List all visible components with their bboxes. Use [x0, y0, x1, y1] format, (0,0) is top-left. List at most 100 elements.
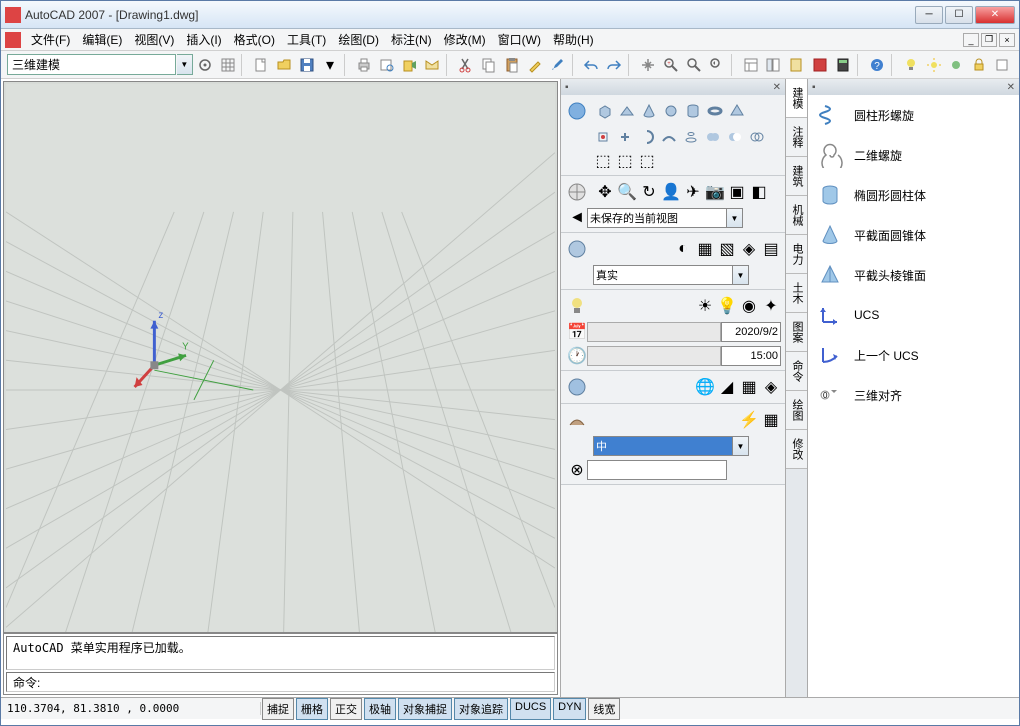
date-input[interactable] — [721, 322, 781, 342]
save-icon[interactable] — [296, 54, 318, 76]
menu-item[interactable]: 绘图(D) — [332, 29, 385, 50]
vtab-4[interactable]: 电力 — [786, 235, 807, 274]
calc-icon[interactable] — [832, 54, 854, 76]
menu-item[interactable]: 文件(F) — [25, 29, 76, 50]
vtab-9[interactable]: 修改 — [786, 430, 807, 469]
zoom-realtime-icon[interactable]: + — [660, 54, 682, 76]
mdi-restore[interactable]: ❐ — [981, 33, 997, 47]
workspace-select[interactable] — [7, 54, 176, 75]
nav-back-icon[interactable]: ◄ — [567, 208, 587, 228]
dashboard-close-icon[interactable]: ✕ — [773, 82, 781, 93]
mat-icon1[interactable]: 🌐 — [695, 377, 715, 397]
palette-item-ucs[interactable]: UCS — [808, 295, 1019, 335]
palette-item-helix[interactable]: 圆柱形螺旋 — [808, 95, 1019, 135]
loft-icon[interactable] — [681, 127, 701, 147]
cone-icon[interactable] — [639, 101, 659, 121]
cylinder-icon[interactable] — [683, 101, 703, 121]
zoom-window-icon[interactable] — [683, 54, 705, 76]
open-icon[interactable] — [273, 54, 295, 76]
render-icon2[interactable]: ▦ — [761, 410, 781, 430]
light-icon3[interactable]: ◉ — [739, 296, 759, 316]
vs-icon4[interactable]: ◈ — [739, 239, 759, 259]
layer-color-icon[interactable] — [991, 54, 1013, 76]
redo-icon[interactable] — [603, 54, 625, 76]
vtab-5[interactable]: 土木 — [786, 274, 807, 313]
solid-edit3-icon[interactable]: ⬚ — [637, 151, 657, 171]
light-icon4[interactable]: ✦ — [761, 296, 781, 316]
layer-bulb-icon[interactable] — [900, 54, 922, 76]
maximize-button[interactable]: ☐ — [945, 6, 973, 24]
design-center-icon[interactable] — [762, 54, 784, 76]
extrude-icon[interactable] — [593, 127, 613, 147]
undo-icon[interactable] — [581, 54, 603, 76]
workspace-settings-icon[interactable] — [194, 54, 216, 76]
save-dropdown-icon[interactable]: ▾ — [319, 54, 341, 76]
zoom-previous-icon[interactable] — [706, 54, 728, 76]
presspull-icon[interactable] — [615, 127, 635, 147]
vs-icon2[interactable]: ▦ — [695, 239, 715, 259]
palette-item-cylinder[interactable]: 椭圆形圆柱体 — [808, 175, 1019, 215]
copy-icon[interactable] — [478, 54, 500, 76]
command-line[interactable]: 命令: — [6, 672, 555, 692]
status-DUCS[interactable]: DUCS — [510, 698, 551, 720]
layer-freeze-icon[interactable] — [945, 54, 967, 76]
sphere-icon[interactable] — [661, 101, 681, 121]
box-icon[interactable] — [595, 101, 615, 121]
visual-style-arrow[interactable]: ▼ — [733, 265, 749, 285]
status-捕捉[interactable]: 捕捉 — [262, 698, 294, 720]
mat-icon2[interactable]: ◢ — [717, 377, 737, 397]
revolve-icon[interactable] — [637, 127, 657, 147]
palette-item-pyramid[interactable]: 平截头棱锥面 — [808, 255, 1019, 295]
nav-cube-icon[interactable]: ▣ — [727, 182, 747, 202]
palette-close-icon[interactable]: ✕ — [1007, 82, 1015, 93]
mat-icon4[interactable]: ◈ — [761, 377, 781, 397]
solid-edit2-icon[interactable]: ⬚ — [615, 151, 635, 171]
plot-preview-icon[interactable] — [376, 54, 398, 76]
light-icon1[interactable]: ☀ — [695, 296, 715, 316]
palette-item-ucsprev[interactable]: 上一个 UCS — [808, 335, 1019, 375]
solid-edit1-icon[interactable]: ⬚ — [593, 151, 613, 171]
markup-icon[interactable] — [809, 54, 831, 76]
vs-icon3[interactable]: ▧ — [717, 239, 737, 259]
layer-lock-icon[interactable] — [968, 54, 990, 76]
nav-box-icon[interactable]: ◧ — [749, 182, 769, 202]
status-对象捕捉[interactable]: 对象捕捉 — [398, 698, 452, 720]
paste-icon[interactable] — [501, 54, 523, 76]
intersect-icon[interactable] — [747, 127, 767, 147]
nav-pan-icon[interactable]: ✥ — [595, 182, 615, 202]
mdi-close[interactable]: × — [999, 33, 1015, 47]
menu-item[interactable]: 窗口(W) — [492, 29, 547, 50]
view-select[interactable] — [587, 208, 727, 228]
publish-icon[interactable] — [399, 54, 421, 76]
vtab-0[interactable]: 建模 — [786, 79, 807, 118]
render-quality-select[interactable] — [593, 436, 733, 456]
clock-icon[interactable]: 🕐 — [567, 346, 587, 366]
visual-style-select[interactable] — [593, 265, 733, 285]
sweep-icon[interactable] — [659, 127, 679, 147]
status-对象追踪[interactable]: 对象追踪 — [454, 698, 508, 720]
menu-item[interactable]: 工具(T) — [281, 29, 332, 50]
menu-item[interactable]: 视图(V) — [128, 29, 180, 50]
nav-zoom-icon[interactable]: 🔍 — [617, 182, 637, 202]
wedge-icon[interactable] — [617, 101, 637, 121]
calendar-icon[interactable]: 📅 — [567, 322, 587, 342]
render-icon1[interactable]: ⚡ — [739, 410, 759, 430]
menu-item[interactable]: 插入(I) — [180, 29, 227, 50]
vtab-6[interactable]: 图案 — [786, 313, 807, 352]
vtab-7[interactable]: 命令 — [786, 352, 807, 391]
menu-item[interactable]: 修改(M) — [438, 29, 492, 50]
status-极轴[interactable]: 极轴 — [364, 698, 396, 720]
tool-palette-icon[interactable] — [785, 54, 807, 76]
torus-icon[interactable] — [705, 101, 725, 121]
vs-icon1[interactable]: ◐ — [673, 239, 693, 259]
status-线宽[interactable]: 线宽 — [588, 698, 620, 720]
status-正交[interactable]: 正交 — [330, 698, 362, 720]
nav-walk-icon[interactable]: 👤 — [661, 182, 681, 202]
workspace-select-arrow[interactable]: ▼ — [177, 54, 193, 75]
properties-icon[interactable] — [740, 54, 762, 76]
render-quality-arrow[interactable]: ▼ — [733, 436, 749, 456]
viewport[interactable]: z Y AutoCAD 菜单实用程序已加载。 命令: — [3, 81, 558, 695]
send-icon[interactable] — [421, 54, 443, 76]
menu-item[interactable]: 编辑(E) — [76, 29, 128, 50]
help-icon[interactable]: ? — [866, 54, 888, 76]
